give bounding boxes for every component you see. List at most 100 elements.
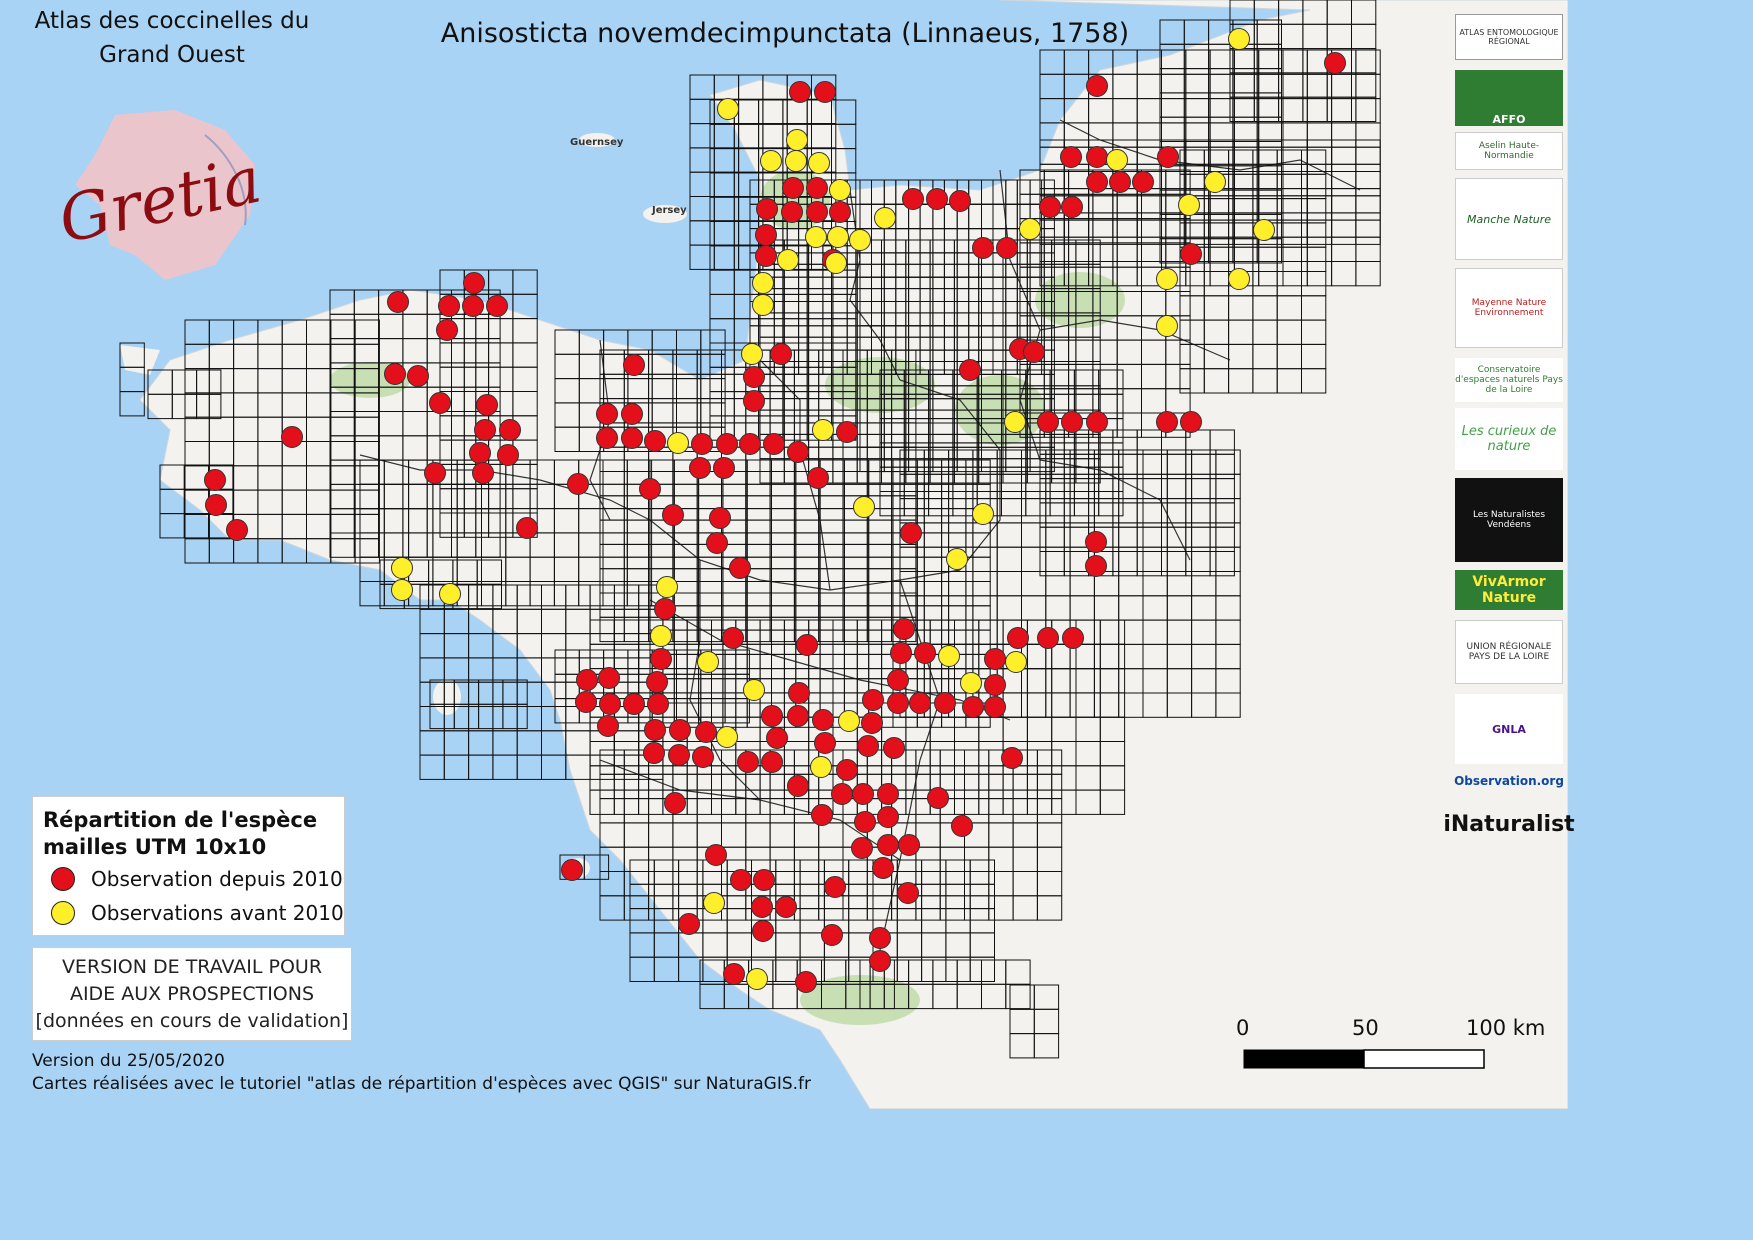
observation-since-2010-dot: [1023, 341, 1045, 363]
observation-since-2010-dot: [567, 473, 589, 495]
observation-since-2010-dot: [787, 775, 809, 797]
partner-logo-curieux-de-nature: Les curieux de nature: [1455, 408, 1563, 470]
grid-cell: [1351, 96, 1377, 122]
partner-logo-union-regionale: UNION RÉGIONALE PAYS DE LA LOIRE: [1455, 620, 1563, 684]
observation-since-2010-dot: [782, 177, 804, 199]
observation-before-2010-dot: [1253, 219, 1275, 241]
observation-since-2010-dot: [664, 792, 686, 814]
observation-since-2010-dot: [678, 913, 700, 935]
grid-cell: [1075, 458, 1101, 484]
observation-before-2010-dot: [812, 419, 834, 441]
observation-since-2010-dot: [1157, 146, 1179, 168]
grid-cell: [196, 393, 222, 420]
observation-since-2010-dot: [926, 188, 948, 210]
partner-logo-vivarmor: VivArmor Nature: [1455, 570, 1563, 610]
observation-since-2010-dot: [824, 876, 846, 898]
observation-since-2010-dot: [650, 648, 672, 670]
observation-since-2010-dot: [890, 642, 912, 664]
observation-since-2010-dot: [1001, 747, 1023, 769]
grid-cell: [1209, 551, 1235, 577]
observation-before-2010-dot: [849, 229, 871, 251]
observation-since-2010-dot: [788, 682, 810, 704]
observation-since-2010-dot: [877, 806, 899, 828]
observation-since-2010-dot: [643, 742, 665, 764]
observation-since-2010-dot: [812, 709, 834, 731]
observation-since-2010-dot: [959, 359, 981, 381]
observation-since-2010-dot: [984, 674, 1006, 696]
atlas-title: Atlas des coccinelles du Grand Ouest: [12, 4, 332, 72]
legend-title: Répartition de l'espèce mailles UTM 10x1…: [43, 807, 317, 861]
observation-since-2010-dot: [887, 669, 909, 691]
observation-since-2010-dot: [669, 719, 691, 741]
observation-since-2010-dot: [1086, 411, 1108, 433]
observation-since-2010-dot: [644, 719, 666, 741]
observation-since-2010-dot: [1037, 411, 1059, 433]
observation-since-2010-dot: [621, 427, 643, 449]
observation-since-2010-dot: [723, 963, 745, 985]
observation-since-2010-dot: [713, 457, 735, 479]
observation-since-2010-dot: [756, 198, 778, 220]
observation-before-2010-dot: [1178, 194, 1200, 216]
observation-since-2010-dot: [861, 712, 883, 734]
observation-since-2010-dot: [814, 81, 836, 103]
observation-since-2010-dot: [755, 245, 777, 267]
observation-before-2010-dot: [1156, 315, 1178, 337]
observation-since-2010-dot: [1324, 52, 1346, 74]
observation-since-2010-dot: [761, 751, 783, 773]
scale-label-100: 100 km: [1466, 1016, 1546, 1040]
utm-grid: [119, 0, 1381, 1059]
observation-since-2010-dot: [914, 642, 936, 664]
observation-since-2010-dot: [463, 272, 485, 294]
observation-since-2010-dot: [561, 859, 583, 881]
observation-before-2010-dot: [827, 226, 849, 248]
grid-cell: [1215, 692, 1241, 718]
observation-since-2010-dot: [722, 627, 744, 649]
observation-since-2010-dot: [623, 354, 645, 376]
observation-since-2010-dot: [806, 201, 828, 223]
grid-cell: [1033, 1033, 1060, 1059]
observation-before-2010-dot: [829, 179, 851, 201]
grid-cell: [891, 616, 917, 643]
observation-before-2010-dot: [874, 207, 896, 229]
observation-since-2010-dot: [927, 787, 949, 809]
observation-since-2010-dot: [787, 441, 809, 463]
observation-since-2010-dot: [575, 691, 597, 713]
observation-since-2010-dot: [814, 732, 836, 754]
observation-before-2010-dot: [697, 651, 719, 673]
observation-since-2010-dot: [781, 201, 803, 223]
credits: Cartes réalisées avec le tutoriel "atlas…: [32, 1074, 812, 1094]
observation-before-2010-dot: [1019, 218, 1041, 240]
observation-since-2010-dot: [1085, 555, 1107, 577]
observation-before-2010-dot: [752, 272, 774, 294]
observation-since-2010-dot: [623, 693, 645, 715]
observation-before-2010-dot: [786, 129, 808, 151]
observation-since-2010-dot: [753, 869, 775, 891]
legend-item-old: Observations avant 2010: [51, 901, 344, 925]
observation-since-2010-dot: [1007, 627, 1029, 649]
observation-since-2010-dot: [789, 81, 811, 103]
legend-item-recent: Observation depuis 2010: [51, 867, 343, 891]
observation-since-2010-dot: [811, 804, 833, 826]
observation-since-2010-dot: [226, 519, 248, 541]
grid-cell: [354, 538, 380, 564]
observation-since-2010-dot: [743, 390, 765, 412]
observation-since-2010-dot: [951, 815, 973, 837]
observation-since-2010-dot: [729, 557, 751, 579]
scale-bar: [1243, 1049, 1485, 1069]
observation-before-2010-dot: [938, 645, 960, 667]
observation-since-2010-dot: [996, 237, 1018, 259]
observation-since-2010-dot: [438, 295, 460, 317]
observation-since-2010-dot: [429, 392, 451, 414]
observation-since-2010-dot: [1037, 627, 1059, 649]
observation-since-2010-dot: [705, 844, 727, 866]
grid-cell: [1029, 446, 1055, 473]
observation-since-2010-dot: [743, 366, 765, 388]
observation-since-2010-dot: [689, 457, 711, 479]
grid-cell: [119, 391, 145, 417]
partner-logo-mayenne-nature: Mayenne Nature Environnement: [1455, 268, 1563, 348]
observation-before-2010-dot: [960, 672, 982, 694]
observation-since-2010-dot: [869, 950, 891, 972]
observation-before-2010-dot: [752, 294, 774, 316]
observation-before-2010-dot: [808, 152, 830, 174]
grid-cell: [1301, 368, 1327, 394]
